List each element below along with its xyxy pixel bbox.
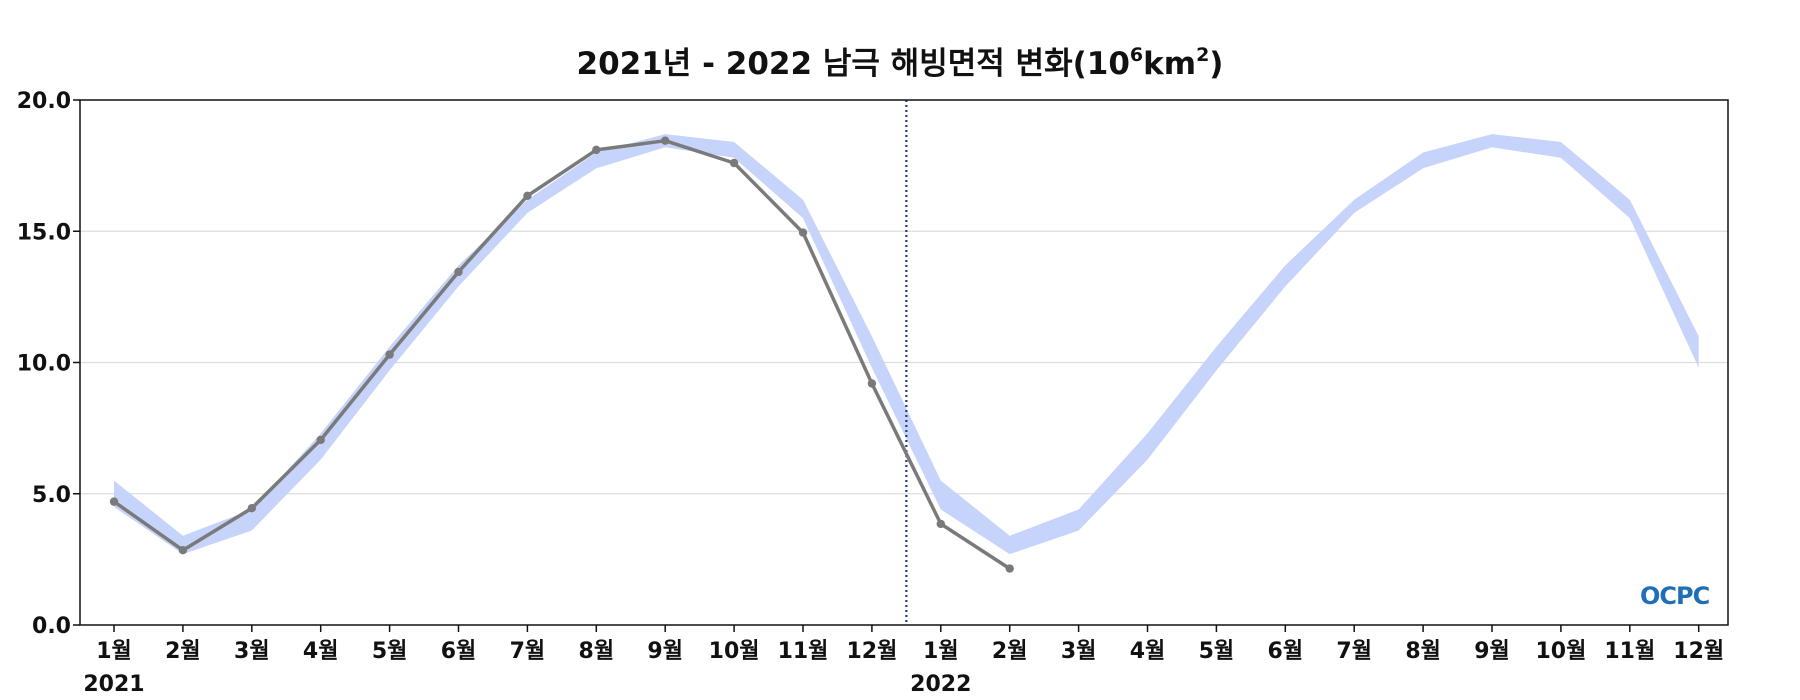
title-sup-6: 6 (1129, 43, 1144, 66)
x-tick-label: 8월 (1405, 639, 1441, 664)
x-tick-label: 7월 (1336, 639, 1372, 664)
x-tick-label: 3월 (1061, 639, 1097, 664)
data-point (867, 379, 877, 388)
y-tick-label: 5.0 (32, 483, 71, 508)
data-point (523, 191, 532, 201)
grid-lines (80, 230, 1728, 495)
series-line (112, 138, 1011, 571)
x-tick-label: 8월 (579, 639, 615, 664)
data-point (109, 497, 119, 506)
x-tick-label: 12월 (846, 639, 897, 664)
x-axis-ticks: 1월 2월 3월 4월 5월 6월 7월 8월 9월 10월 11월 12월 1월 2월 3월 4월 5월 6월 7… (83, 625, 1724, 697)
data-point (1005, 564, 1014, 573)
data-point (729, 158, 739, 168)
data-point (247, 503, 256, 513)
x-tick-label: 5월 (1199, 639, 1235, 664)
chart-title: 2021년 - 2022 남극 해빙면적 변화(106km2) (0, 38, 1800, 83)
logo-text: OCPC (1640, 582, 1710, 610)
x-tick-label: 4월 (303, 639, 339, 664)
year-label: 2022 (910, 672, 971, 697)
title-sup-2: 2 (1196, 43, 1210, 66)
x-tick-label: 1월 (923, 639, 959, 664)
x-tick-label: 11월 (778, 639, 829, 664)
data-point (454, 267, 463, 277)
x-tick-label: 11월 (1604, 639, 1655, 664)
data-point (936, 519, 945, 529)
x-tick-label: 10월 (1535, 639, 1586, 664)
y-axis-ticks: 0.0 5.0 10.0 15.0 20.0 (17, 89, 80, 639)
title-km: km (1143, 46, 1197, 82)
y-tick-label: 0.0 (32, 614, 71, 639)
year-label: 2021 (83, 672, 144, 697)
x-tick-label: 3월 (234, 639, 270, 664)
ocpc-logo: OCPC (1640, 582, 1711, 610)
x-tick-label: 1월 (96, 639, 132, 664)
x-tick-label: 4월 (1130, 639, 1166, 664)
data-point (798, 228, 808, 237)
x-tick-label: 9월 (647, 639, 683, 664)
data-point (385, 350, 394, 359)
x-tick-label: 5월 (372, 639, 408, 664)
title-suffix: ) (1209, 46, 1224, 82)
data-point (178, 545, 188, 555)
x-tick-label: 2월 (165, 639, 201, 664)
x-tick-label: 12월 (1673, 639, 1724, 664)
x-tick-label: 10월 (709, 639, 760, 664)
x-tick-label: 9월 (1474, 639, 1510, 664)
x-tick-label: 2월 (992, 639, 1028, 664)
title-prefix: 2021년 - 2022 남극 해빙면적 변화(10 (576, 46, 1130, 82)
data-point (592, 145, 601, 155)
series-group (109, 136, 1014, 573)
x-tick-label: 6월 (441, 639, 477, 664)
y-tick-label: 20.0 (17, 89, 71, 114)
x-tick-label: 6월 (1268, 639, 1304, 664)
data-point (661, 136, 670, 145)
x-tick-label: 7월 (510, 639, 546, 664)
y-tick-label: 10.0 (17, 352, 71, 377)
data-point (316, 435, 325, 445)
y-tick-label: 15.0 (17, 220, 71, 245)
